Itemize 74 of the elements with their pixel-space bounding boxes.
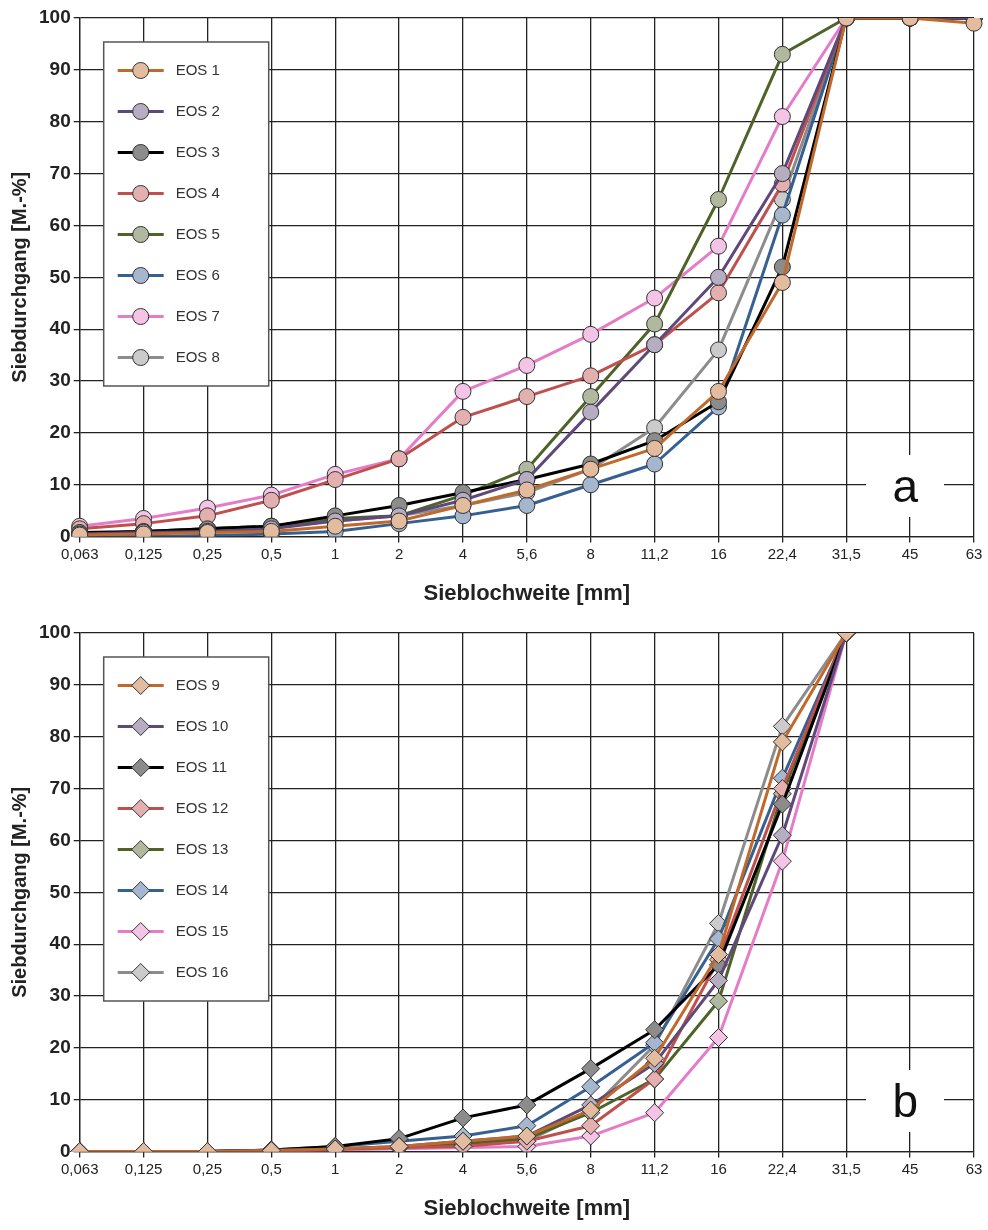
legend-label: EOS 9 xyxy=(175,675,220,693)
x-tick-label: 63 xyxy=(965,1159,983,1177)
x-tick-label: 8 xyxy=(586,1159,595,1177)
legend-label: EOS 6 xyxy=(175,265,220,283)
y-tick-label: 90 xyxy=(49,673,71,695)
y-axis-title: Siebdurchgang [M.-%] xyxy=(7,786,30,998)
x-tick-label: 4 xyxy=(458,544,468,562)
x-tick-label: 0,25 xyxy=(192,1159,223,1177)
y-tick-label: 40 xyxy=(49,317,71,339)
legend-label: EOS 1 xyxy=(175,60,220,78)
x-tick-label: 45 xyxy=(901,544,919,562)
x-tick-label: 2 xyxy=(394,1159,404,1177)
x-tick-label: 31,5 xyxy=(831,544,861,562)
y-tick-label: 60 xyxy=(49,213,71,235)
x-tick-label: 11,2 xyxy=(640,1159,669,1177)
x-tick-label: 5,6 xyxy=(516,544,538,562)
y-tick-label: 100 xyxy=(39,621,71,643)
legend-label: EOS 8 xyxy=(175,347,220,365)
x-tick-label: 5,6 xyxy=(516,1159,538,1177)
x-tick-label: 0,125 xyxy=(124,544,163,562)
x-tick-label: 22,4 xyxy=(767,544,797,562)
x-tick-label: 16 xyxy=(710,1159,727,1177)
y-tick-label: 10 xyxy=(49,1087,71,1109)
y-tick-label: 10 xyxy=(49,472,71,494)
y-tick-label: 30 xyxy=(49,984,71,1006)
y-axis-title: Siebdurchgang [M.-%] xyxy=(7,171,30,383)
x-tick-label: 0,5 xyxy=(260,1159,282,1177)
y-tick-label: 40 xyxy=(49,932,71,954)
x-tick-label: 0,5 xyxy=(260,544,282,562)
x-tick-label: 45 xyxy=(901,1159,919,1177)
x-tick-label: 31,5 xyxy=(831,1159,861,1177)
x-tick-label: 0,25 xyxy=(192,544,223,562)
legend-label: EOS 10 xyxy=(175,716,229,734)
legend-label: EOS 14 xyxy=(175,880,229,898)
x-tick-label: 22,4 xyxy=(767,1159,797,1177)
legend-label: EOS 4 xyxy=(175,183,220,201)
y-tick-label: 60 xyxy=(49,828,71,850)
annotation: a xyxy=(866,454,944,517)
y-tick-label: 90 xyxy=(49,58,71,80)
y-tick-label: 70 xyxy=(49,161,71,183)
legend-label: EOS 3 xyxy=(175,142,220,160)
y-tick-label: 30 xyxy=(49,369,71,391)
legend-label: EOS 15 xyxy=(175,921,229,939)
legend-label: EOS 5 xyxy=(175,224,220,242)
legend-label: EOS 2 xyxy=(175,101,220,119)
x-tick-label: 4 xyxy=(458,1159,468,1177)
y-tick-label: 50 xyxy=(49,265,71,287)
annotation: b xyxy=(866,1069,944,1132)
legend-label: EOS 12 xyxy=(175,798,229,816)
x-tick-label: 1 xyxy=(331,544,340,562)
x-tick-label: 8 xyxy=(586,544,595,562)
y-tick-label: 0 xyxy=(60,1139,71,1161)
x-tick-label: 63 xyxy=(965,544,983,562)
legend-label: EOS 7 xyxy=(175,306,220,324)
y-tick-label: 100 xyxy=(39,6,71,28)
x-axis-title: Sieblochweite [mm] xyxy=(423,1194,631,1220)
x-tick-label: 11,2 xyxy=(640,544,669,562)
y-tick-label: 80 xyxy=(49,724,71,746)
legend-label: EOS 13 xyxy=(175,839,229,857)
x-tick-label: 16 xyxy=(710,544,727,562)
legend-label: EOS 11 xyxy=(175,757,228,775)
y-tick-label: 50 xyxy=(49,880,71,902)
x-tick-label: 0,063 xyxy=(60,1159,99,1177)
x-axis-title: Sieblochweite [mm] xyxy=(423,579,631,605)
x-tick-label: 2 xyxy=(394,544,404,562)
x-tick-label: 1 xyxy=(331,1159,340,1177)
y-tick-label: 80 xyxy=(49,109,71,131)
legend-label: EOS 16 xyxy=(175,962,229,980)
y-tick-label: 20 xyxy=(49,421,71,443)
x-tick-label: 0,063 xyxy=(60,544,99,562)
x-tick-label: 0,125 xyxy=(124,1159,163,1177)
y-tick-label: 20 xyxy=(49,1036,71,1058)
y-tick-label: 0 xyxy=(60,524,71,546)
y-tick-label: 70 xyxy=(49,776,71,798)
